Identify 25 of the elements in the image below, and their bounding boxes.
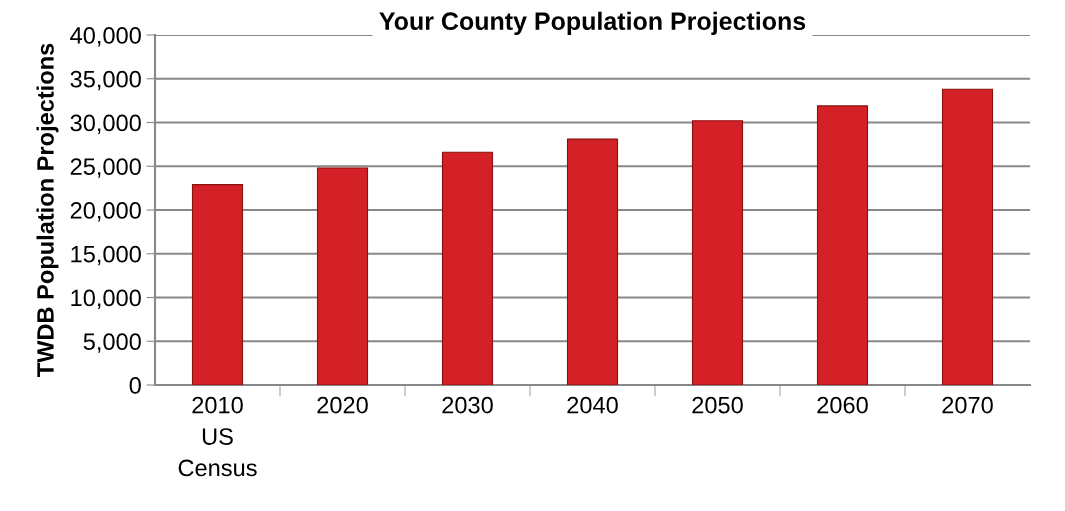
y-tick-label: 20,000 [70, 202, 141, 222]
bar [816, 105, 869, 385]
bar [691, 120, 744, 385]
chart-title: Your County Population Projections [379, 11, 806, 35]
y-tick-label: 35,000 [70, 70, 141, 91]
x-tick-label: 2070 [942, 396, 993, 414]
y-tick-label: 0 [129, 377, 141, 394]
x-tick-label: 2050 [692, 396, 743, 414]
y-tick-label: 40,000 [70, 27, 141, 47]
x-tick-label: 2040 [567, 396, 618, 414]
bar [566, 138, 619, 385]
y-tick-label: 10,000 [71, 289, 141, 310]
x-tick-label: 2060 [817, 396, 868, 414]
bar [191, 184, 244, 385]
x-tick-label: 2030 [442, 396, 493, 414]
bar [441, 151, 494, 385]
y-axis-title: TWDB Population Projections [36, 43, 59, 377]
bar [941, 88, 994, 385]
y-tick-label: 25,000 [70, 158, 141, 178]
x-tick-label: 2020 [317, 396, 368, 414]
x-tick-label: 2010 US Census [178, 396, 257, 477]
y-tick-label: 5,000 [83, 333, 141, 353]
bar [316, 167, 369, 385]
y-tick-label: 15,000 [71, 245, 141, 266]
y-tick-label: 30,000 [70, 114, 141, 135]
